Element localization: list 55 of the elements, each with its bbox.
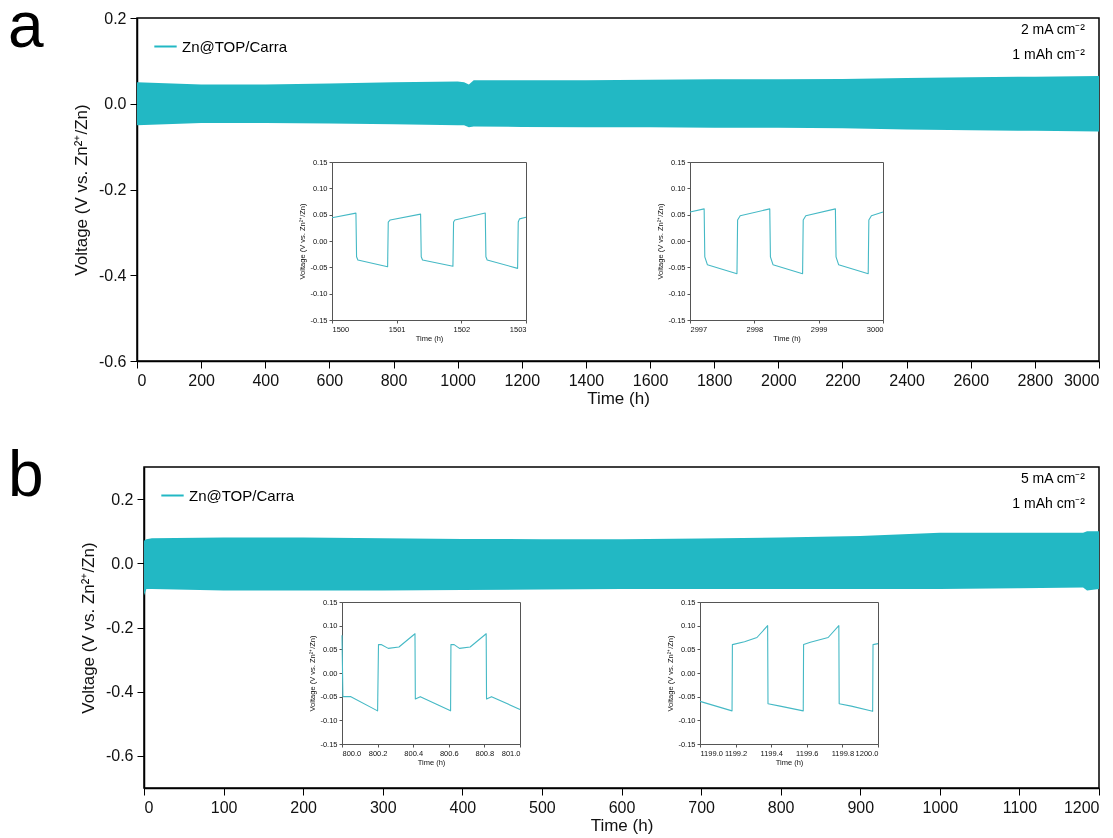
x-tick-label: 1800 <box>696 371 733 389</box>
x-tick-label: 600 <box>316 371 344 389</box>
x-tick-label: 800 <box>380 371 408 389</box>
x-tick-label: 700 <box>688 798 716 816</box>
x-tick-label: 400 <box>252 371 280 389</box>
legend-label: Zn@TOP/Carra <box>189 486 295 504</box>
x-tick-label: 1200 <box>504 371 541 389</box>
y-tick-label: -0.2 <box>105 619 134 636</box>
x-tick-label: 600 <box>608 798 636 816</box>
y-tick-label: -0.6 <box>98 352 127 370</box>
x-axis-title: Time (h) <box>590 815 654 835</box>
annotation: 1 mAh cm⁻² <box>1012 495 1086 511</box>
y-axis-title: Voltage (V vs. Zn²⁺/Zn) <box>71 104 91 276</box>
legend-label: Zn@TOP/Carra <box>182 37 288 55</box>
y-tick-label: 0.2 <box>111 490 134 508</box>
y-tick-label: 0.0 <box>104 95 127 113</box>
line-series <box>699 625 879 712</box>
x-tick-label: 300 <box>369 798 397 816</box>
x-tick-label: 0 <box>137 371 147 389</box>
x-tick-label: 2000 <box>761 371 797 389</box>
x-axis-title: Time (h) <box>587 388 650 408</box>
x-tick-label: 2400 <box>889 371 925 389</box>
x-tick-label: 500 <box>529 798 556 816</box>
line-series <box>331 212 527 269</box>
y-tick-label: 0.0 <box>111 554 134 572</box>
annotation: 5 mA cm⁻² <box>1020 470 1086 486</box>
x-tick-label: 1200 <box>1063 798 1100 816</box>
x-tick-label: 200 <box>188 371 216 389</box>
line-series <box>689 208 884 275</box>
y-axis-title: Voltage (V vs. Zn²⁺/Zn) <box>78 542 98 714</box>
y-tick-label: 0.2 <box>104 9 127 27</box>
text: a <box>8 0 44 61</box>
y-tick-label: -0.6 <box>105 747 134 765</box>
text: b <box>8 438 44 510</box>
x-tick-label: 0 <box>144 798 154 816</box>
x-tick-label: 100 <box>210 798 238 816</box>
x-tick-label: 200 <box>290 798 318 816</box>
annotation: 1 mAh cm⁻² <box>1012 46 1086 62</box>
line-series <box>341 633 521 712</box>
x-tick-label: 900 <box>847 798 875 816</box>
x-tick-label: 1600 <box>632 371 669 389</box>
x-tick-label: 1000 <box>440 371 477 389</box>
x-tick-label: 400 <box>449 798 477 816</box>
x-tick-label: 1000 <box>922 798 959 816</box>
x-tick-label: 1100 <box>1002 798 1038 816</box>
x-tick-label: 1400 <box>568 371 605 389</box>
y-tick-label: -0.2 <box>98 181 127 198</box>
x-tick-label: 2200 <box>825 371 861 389</box>
x-tick-label: 2600 <box>953 371 990 389</box>
x-tick-label: 3000 <box>1063 371 1100 389</box>
y-tick-label: -0.4 <box>98 266 127 284</box>
x-tick-label: 800 <box>767 798 795 816</box>
x-tick-label: 2800 <box>1017 371 1054 389</box>
annotation: 2 mA cm⁻² <box>1020 21 1086 37</box>
y-tick-label: -0.4 <box>105 683 134 701</box>
